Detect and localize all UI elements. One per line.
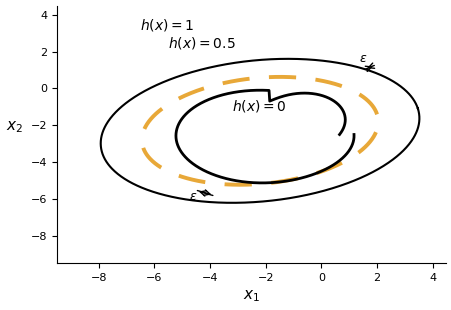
Text: $h(x) = 0.5$: $h(x) = 0.5$ (168, 35, 235, 51)
Text: $h(x) = 1$: $h(x) = 1$ (140, 17, 194, 33)
X-axis label: $x_1$: $x_1$ (243, 289, 260, 304)
Text: $\epsilon$: $\epsilon$ (189, 190, 197, 203)
Y-axis label: $x_2$: $x_2$ (5, 119, 23, 135)
Text: $h(x) = 0$: $h(x) = 0$ (232, 98, 286, 114)
Text: $\epsilon$: $\epsilon$ (358, 52, 366, 65)
